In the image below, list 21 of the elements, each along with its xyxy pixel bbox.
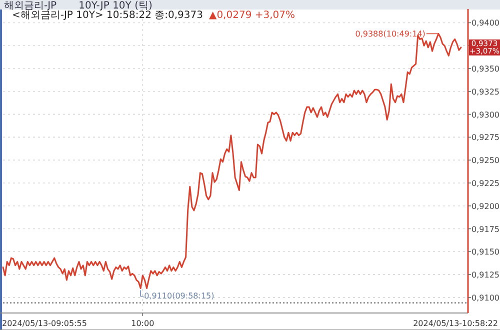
annotation: <해외금리-JP 10Y> 10:58:22 종:0,9373 — [12, 10, 203, 21]
y-tick-label: 0,9275 — [472, 133, 500, 142]
y-tick-label: 0,9125 — [472, 270, 500, 280]
annotation: 0,9110(09:58:15) — [144, 291, 214, 300]
annotation: ▲0,0279 +3,07% — [209, 10, 296, 21]
y-tick-label: 0,9100 — [472, 293, 500, 302]
y-tick-label: 0,9350 — [472, 64, 500, 74]
y-tick-label: 0,9175 — [472, 224, 500, 234]
x-tick-label: 10:00 — [131, 319, 154, 328]
text: 2024/05/13-09:05:55 — [2, 319, 87, 328]
y-tick-label: 0,9250 — [472, 156, 500, 166]
y-tick-label: 0,9325 — [472, 87, 500, 96]
y-tick-label: 0,9400 — [472, 18, 500, 28]
y-tick-label: 0,9150 — [472, 248, 500, 257]
chart-title: 해외금리-JP — [4, 0, 57, 12]
chart-subtitle: 10Y-JP 10Y (틱) — [78, 0, 152, 12]
text: 2024/05/13-10:58:22 — [413, 319, 498, 328]
y-tick-label: 0,9300 — [472, 110, 500, 120]
y-tick-label: 0,9225 — [472, 178, 500, 188]
annotation: 0,9388(10:49:14) — [355, 30, 426, 39]
y-tick-label: 0,9200 — [472, 202, 500, 211]
